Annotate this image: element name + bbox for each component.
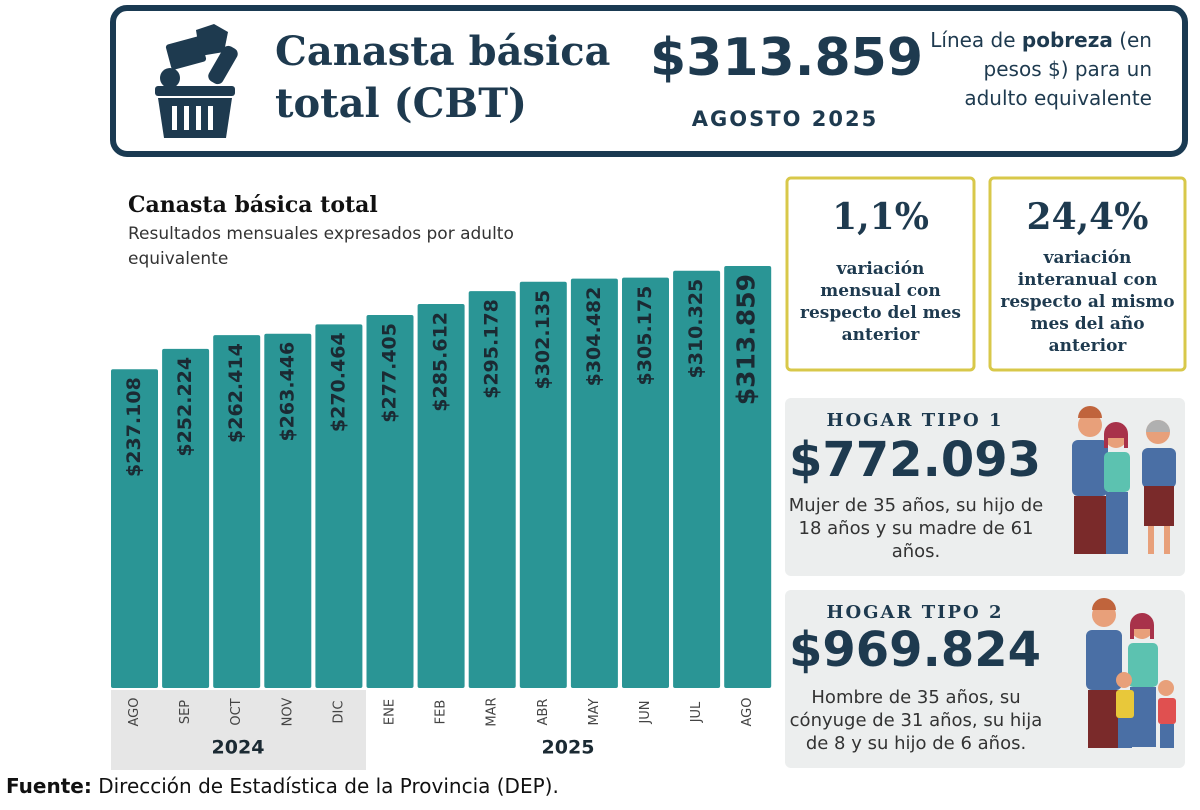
stat-card [785, 176, 976, 372]
value-label: $270.464 [327, 332, 349, 432]
chart-subtitle: Resultados mensuales expresados por adul… [128, 224, 514, 269]
household-description: Hombre de 35 años, su cónyuge de 31 años… [789, 687, 1043, 754]
x-tick-label: FEB [434, 700, 449, 725]
x-tick-label: ENE [383, 699, 398, 725]
x-tick-label: OCT [229, 698, 244, 725]
bar [366, 315, 414, 688]
bar [417, 303, 465, 688]
year-2024-band [111, 690, 366, 770]
stat-value: 1,1% [832, 196, 929, 238]
header-value: $313.859 [650, 28, 924, 88]
chart-title: Canasta básica total [128, 192, 378, 218]
x-tick-label: AGO [127, 698, 142, 727]
family-1-icon [1072, 406, 1176, 554]
bar [111, 369, 158, 688]
source: Fuente: Dirección de Estadística de la P… [6, 774, 559, 798]
x-tick-label: JUL [689, 701, 704, 723]
bar [519, 281, 567, 688]
x-tick-label: ABR [536, 699, 551, 726]
bar [315, 324, 363, 688]
value-label: $277.405 [378, 323, 400, 423]
text: (en pesos $) para un adulto equivalente [964, 28, 1152, 110]
source-text: Dirección de Estadística de la Provincia… [98, 774, 559, 798]
household-description: Mujer de 35 años, su hijo de 18 años y s… [788, 495, 1044, 562]
household-card [785, 590, 1185, 768]
household-value: $772.093 [788, 432, 1042, 488]
year-label: 2024 [212, 737, 265, 759]
value-label: $263.446 [276, 342, 298, 442]
value-label: $262.414 [225, 343, 247, 443]
value-label: $302.135 [532, 290, 554, 390]
household-title: HOGAR TIPO 1 [826, 410, 1004, 431]
value-label: $305.175 [634, 286, 656, 386]
bar [570, 278, 618, 688]
x-tick-label: DIC [331, 701, 346, 724]
value-label: $285.612 [430, 312, 452, 412]
stat-card [988, 176, 1187, 372]
x-tick-label: SEP [178, 700, 193, 724]
family-2-icon [1086, 598, 1176, 748]
x-tick-label: AGO [740, 698, 755, 727]
stat-label: variación interanual con respecto al mis… [1000, 248, 1175, 356]
bar [724, 266, 772, 688]
bar [213, 335, 261, 688]
value-label: $237.108 [123, 377, 145, 477]
household-value: $969.824 [788, 622, 1042, 678]
year-label: 2025 [542, 737, 595, 759]
x-tick-label: MAR [485, 697, 500, 726]
bar [673, 270, 721, 688]
stat-label: variación mensual con respecto del mes a… [800, 259, 961, 345]
household-title: HOGAR TIPO 2 [826, 602, 1004, 623]
stat-value: 24,4% [1026, 196, 1149, 238]
bar [468, 291, 516, 688]
header-period: AGOSTO 2025 [691, 107, 879, 131]
x-tick-label: JUN [638, 700, 653, 724]
source-label: Fuente: [6, 774, 92, 798]
bar [162, 348, 210, 688]
bar [264, 333, 312, 688]
value-label: $252.224 [174, 357, 196, 457]
text: Línea de [930, 28, 1016, 52]
header-description: Línea de pobreza (en pesos $) para un ad… [930, 26, 1152, 113]
value-label: $310.325 [685, 279, 707, 379]
value-label: $304.482 [583, 287, 605, 387]
value-label: $313.859 [732, 274, 761, 405]
value-label: $295.178 [481, 299, 503, 399]
x-tick-label: NOV [280, 698, 295, 727]
header-box [110, 5, 1188, 157]
text-bold: pobreza [1021, 28, 1113, 52]
basket-slots [172, 106, 213, 130]
x-tick-label: MAY [587, 698, 602, 725]
header-title: Canasta básica total (CBT) [275, 28, 611, 127]
bar [622, 277, 669, 688]
